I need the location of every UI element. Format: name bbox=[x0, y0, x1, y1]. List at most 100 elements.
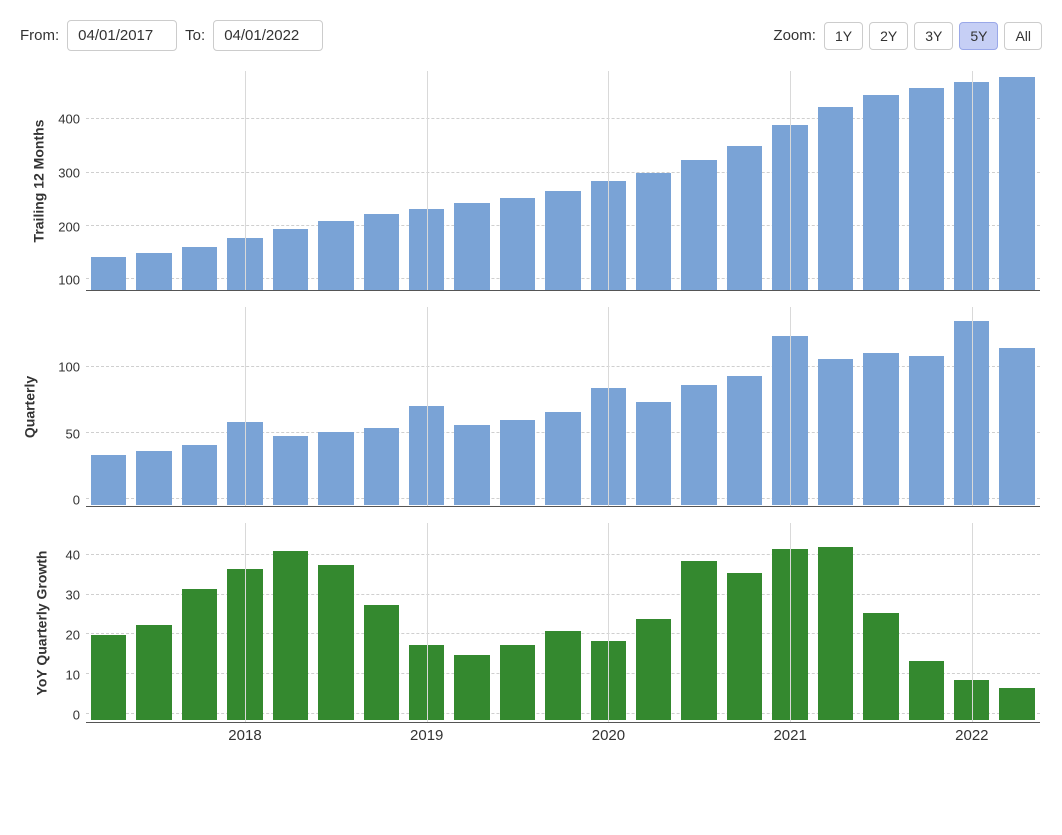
bar[interactable] bbox=[273, 436, 308, 505]
bar[interactable] bbox=[273, 551, 308, 720]
x-tick-label: 2021 bbox=[773, 727, 806, 744]
year-gridline bbox=[427, 71, 428, 290]
bar-slot bbox=[540, 523, 585, 722]
bar[interactable] bbox=[909, 88, 944, 290]
bar[interactable] bbox=[999, 77, 1034, 290]
bar[interactable] bbox=[909, 661, 944, 721]
bar-slot bbox=[313, 71, 358, 290]
bar[interactable] bbox=[364, 214, 399, 290]
year-gridline bbox=[245, 307, 246, 506]
y-tick-col: 100200300400 bbox=[46, 71, 86, 291]
bar-slot bbox=[540, 71, 585, 290]
bar[interactable] bbox=[182, 247, 217, 290]
bar-slot bbox=[676, 523, 721, 722]
bar-slot bbox=[540, 307, 585, 506]
bar-slot bbox=[495, 523, 540, 722]
x-tick-label: 2019 bbox=[410, 727, 443, 744]
bar[interactable] bbox=[364, 428, 399, 505]
y-tick-col: 010203040 bbox=[46, 523, 86, 723]
bar[interactable] bbox=[454, 655, 489, 721]
bar[interactable] bbox=[500, 198, 535, 290]
x-axis: 20182019202020212022 bbox=[20, 727, 1040, 751]
bar[interactable] bbox=[727, 573, 762, 720]
plot-area[interactable] bbox=[86, 71, 1040, 291]
bar[interactable] bbox=[863, 95, 898, 290]
bar-slot bbox=[268, 71, 313, 290]
bar[interactable] bbox=[636, 402, 671, 504]
bar-slot bbox=[177, 307, 222, 506]
bar[interactable] bbox=[818, 107, 853, 290]
year-gridline bbox=[427, 523, 428, 722]
zoom-button-3y[interactable]: 3Y bbox=[914, 22, 953, 50]
bar-slot bbox=[586, 71, 631, 290]
bar-slot bbox=[858, 523, 903, 722]
bar-slot bbox=[858, 71, 903, 290]
bar[interactable] bbox=[182, 445, 217, 505]
bar[interactable] bbox=[545, 631, 580, 721]
bar-slot bbox=[495, 307, 540, 506]
zoom-label: Zoom: bbox=[773, 27, 816, 44]
bars bbox=[86, 71, 1040, 290]
bar[interactable] bbox=[500, 645, 535, 721]
bar[interactable] bbox=[136, 253, 171, 290]
bar[interactable] bbox=[318, 565, 353, 720]
bar-slot bbox=[722, 523, 767, 722]
bar-slot bbox=[449, 307, 494, 506]
bar[interactable] bbox=[182, 589, 217, 720]
zoom-button-2y[interactable]: 2Y bbox=[869, 22, 908, 50]
bar[interactable] bbox=[727, 146, 762, 290]
bar[interactable] bbox=[91, 257, 126, 290]
y-tick-col: 050100 bbox=[46, 307, 86, 507]
bar[interactable] bbox=[727, 376, 762, 505]
bar[interactable] bbox=[454, 425, 489, 505]
y-tick: 100 bbox=[58, 273, 80, 288]
bar-slot bbox=[767, 523, 812, 722]
bar[interactable] bbox=[999, 688, 1034, 720]
chart-yoy[interactable]: YoY Quarterly Growth010203040 bbox=[20, 523, 1040, 723]
plot-area[interactable] bbox=[86, 307, 1040, 507]
bar[interactable] bbox=[91, 455, 126, 504]
bar[interactable] bbox=[136, 625, 171, 721]
to-date-input[interactable] bbox=[213, 20, 323, 51]
bar[interactable] bbox=[136, 451, 171, 504]
chart-quarterly[interactable]: Quarterly050100 bbox=[20, 307, 1040, 507]
zoom-button-5y[interactable]: 5Y bbox=[959, 22, 998, 50]
bar[interactable] bbox=[999, 348, 1034, 505]
bar[interactable] bbox=[636, 619, 671, 720]
bar-slot bbox=[222, 71, 267, 290]
bar[interactable] bbox=[318, 432, 353, 505]
zoom-button-1y[interactable]: 1Y bbox=[824, 22, 863, 50]
bar[interactable] bbox=[364, 605, 399, 720]
bar-slot bbox=[904, 71, 949, 290]
y-tick: 0 bbox=[73, 708, 80, 723]
bar[interactable] bbox=[818, 359, 853, 505]
bar[interactable] bbox=[545, 191, 580, 290]
bar[interactable] bbox=[91, 635, 126, 721]
year-gridline bbox=[972, 307, 973, 506]
bar[interactable] bbox=[863, 353, 898, 504]
bar-slot bbox=[586, 307, 631, 506]
plot-area[interactable] bbox=[86, 523, 1040, 723]
bar[interactable] bbox=[318, 221, 353, 290]
bar[interactable] bbox=[681, 160, 716, 290]
bar-slot bbox=[949, 71, 994, 290]
bar[interactable] bbox=[818, 547, 853, 720]
bar-slot bbox=[268, 523, 313, 722]
chart-ttm[interactable]: Trailing 12 Months100200300400 bbox=[20, 71, 1040, 291]
bar[interactable] bbox=[863, 613, 898, 720]
from-date-input[interactable] bbox=[67, 20, 177, 51]
bar[interactable] bbox=[636, 173, 671, 291]
bar[interactable] bbox=[681, 561, 716, 720]
zoom-button-all[interactable]: All bbox=[1004, 22, 1042, 50]
bar[interactable] bbox=[909, 356, 944, 505]
bar-slot bbox=[86, 71, 131, 290]
bar[interactable] bbox=[500, 420, 535, 505]
bar[interactable] bbox=[545, 412, 580, 505]
bar-slot bbox=[177, 523, 222, 722]
bar-slot bbox=[586, 523, 631, 722]
bar[interactable] bbox=[681, 385, 716, 504]
bar[interactable] bbox=[454, 203, 489, 290]
bar[interactable] bbox=[273, 229, 308, 290]
bar-slot bbox=[994, 307, 1039, 506]
controls-bar: From: To: Zoom: 1Y2Y3Y5YAll bbox=[20, 20, 1042, 51]
